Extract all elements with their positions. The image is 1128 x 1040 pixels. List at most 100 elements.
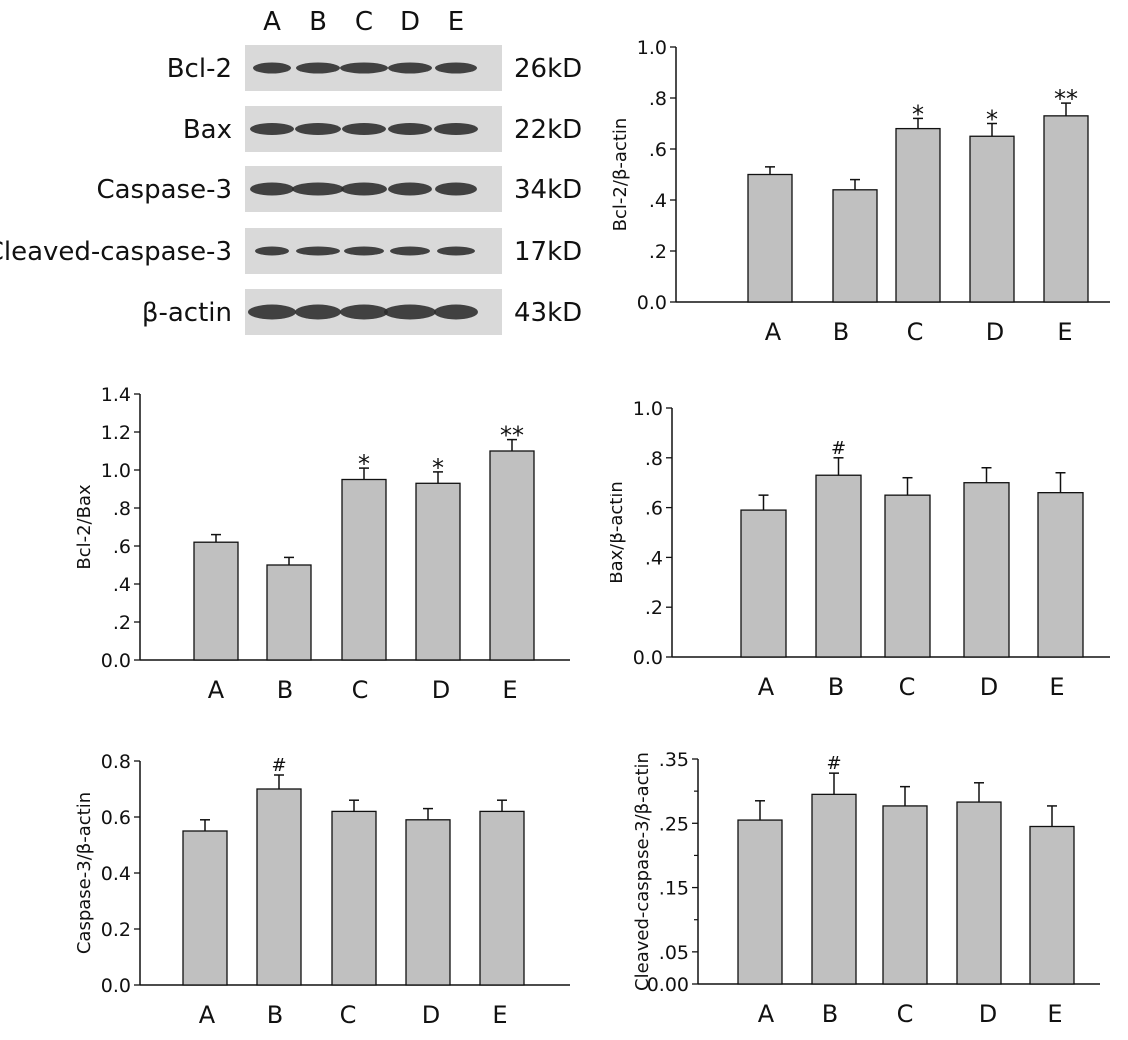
x-category-label: A: [758, 1000, 775, 1028]
y-tick-label: .2: [649, 241, 667, 263]
bar: [256, 788, 302, 986]
blot-lane-label: B: [309, 7, 327, 37]
bar: [1043, 115, 1089, 303]
bar: [969, 135, 1015, 303]
blot-band: [255, 246, 289, 256]
blot-band: [388, 182, 432, 196]
blot-band: [344, 246, 384, 256]
bar: [1037, 492, 1084, 658]
y-tick-label: .2: [645, 597, 663, 619]
bar: [489, 450, 535, 661]
blot-band: [340, 62, 388, 74]
blot-band: [292, 182, 344, 196]
y-axis-label: Cleaved-caspase-3/β-actin: [632, 752, 653, 991]
x-category-label: E: [1047, 1000, 1062, 1028]
bar: [341, 478, 387, 661]
x-category-label: C: [340, 1001, 357, 1029]
y-axis-label: Bax/β-actin: [610, 481, 627, 583]
blot-lane-label: C: [355, 7, 373, 37]
x-category-label: A: [758, 673, 775, 701]
x-category-label: B: [277, 676, 293, 704]
significance-marker: #: [271, 755, 286, 776]
y-tick-label: .8: [645, 448, 663, 470]
y-tick-label: 0.0: [101, 650, 131, 672]
y-tick-label: .2: [113, 612, 131, 634]
blot-row-label: β-actin: [142, 298, 232, 328]
x-category-label: C: [897, 1000, 914, 1028]
blot-band: [296, 62, 340, 74]
blot-band: [296, 246, 340, 256]
y-tick-label: .25: [659, 813, 689, 835]
blot-band: [295, 304, 341, 320]
bar: [331, 810, 377, 986]
blot-band: [340, 304, 388, 320]
y-tick-label: 1.4: [101, 384, 131, 406]
significance-marker: #: [826, 753, 841, 774]
y-tick-label: 1.0: [633, 398, 663, 420]
western-blot-panel: A B C D E Bcl-2 26kD Bax 22kD Caspase-3 34kD Cleave…: [0, 7, 582, 335]
bar: [405, 819, 451, 986]
y-tick-label: .6: [649, 139, 667, 161]
x-category-label: A: [765, 318, 782, 346]
y-tick-label: .6: [645, 498, 663, 520]
x-category-label: D: [432, 676, 450, 704]
bar: [956, 801, 1002, 985]
x-category-label: B: [267, 1001, 283, 1029]
blot-band: [435, 62, 477, 74]
bar: [963, 482, 1010, 658]
blot-row-label: Bcl-2: [167, 54, 232, 84]
bar: [479, 810, 525, 986]
blot-row-label: Bax: [183, 115, 232, 145]
bar: [815, 474, 862, 658]
x-category-label: B: [828, 673, 844, 701]
y-axis-label: Caspase-3/β-actin: [74, 792, 95, 954]
x-category-label: E: [1057, 318, 1072, 346]
blot-band: [388, 123, 432, 135]
blot-lane-label: A: [263, 7, 281, 37]
blot-band: [295, 123, 341, 135]
x-category-label: C: [352, 676, 369, 704]
y-tick-label: 0.4: [101, 863, 131, 885]
blot-row-size: 22kD: [514, 115, 582, 145]
x-category-label: C: [907, 318, 924, 346]
bcl2-actin-chart: 0.0 .2 .4 .6 .8 1.0 Bcl-2/β-actin A B * C * D ** E: [610, 37, 1110, 346]
y-tick-label: .8: [113, 498, 131, 520]
x-category-label: D: [979, 1000, 997, 1028]
blot-band: [253, 62, 291, 74]
y-axis-label: Bcl-2/Bax: [74, 484, 95, 570]
bar: [266, 564, 312, 661]
significance-marker: #: [831, 438, 846, 459]
y-tick-label: .8: [649, 88, 667, 110]
blot-band: [341, 182, 387, 196]
blot-row-label: Cleaved-caspase-3: [0, 237, 232, 267]
x-category-label: D: [980, 673, 998, 701]
y-tick-label: .05: [659, 942, 689, 964]
x-category-label: D: [986, 318, 1004, 346]
x-category-label: E: [492, 1001, 507, 1029]
blot-band: [384, 304, 436, 320]
bar: [193, 541, 239, 661]
y-tick-label: 0.8: [101, 751, 131, 773]
bar: [832, 189, 878, 303]
y-tick-label: 0.0: [101, 975, 131, 997]
significance-marker: *: [358, 450, 370, 478]
blot-row-size: 17kD: [514, 237, 582, 267]
x-category-label: B: [822, 1000, 838, 1028]
blot-band: [250, 182, 294, 196]
blot-band: [390, 246, 430, 256]
bax-actin-chart: 0.0 .2 .4 .6 .8 1.0 Bax/β-actin A # B C D E: [610, 398, 1110, 701]
bar: [740, 509, 787, 658]
y-tick-label: .35: [659, 749, 689, 771]
y-tick-label: .4: [649, 190, 667, 212]
blot-row-size: 43kD: [514, 298, 582, 328]
bar: [882, 805, 928, 985]
y-tick-label: .4: [645, 547, 663, 569]
bar: [1029, 825, 1075, 985]
x-category-label: A: [199, 1001, 216, 1029]
blot-band: [248, 304, 296, 320]
y-tick-label: 1.2: [101, 422, 131, 444]
blot-row-size: 34kD: [514, 175, 582, 205]
blot-band: [388, 62, 432, 74]
significance-marker: *: [432, 454, 444, 482]
blot-band: [437, 246, 475, 256]
